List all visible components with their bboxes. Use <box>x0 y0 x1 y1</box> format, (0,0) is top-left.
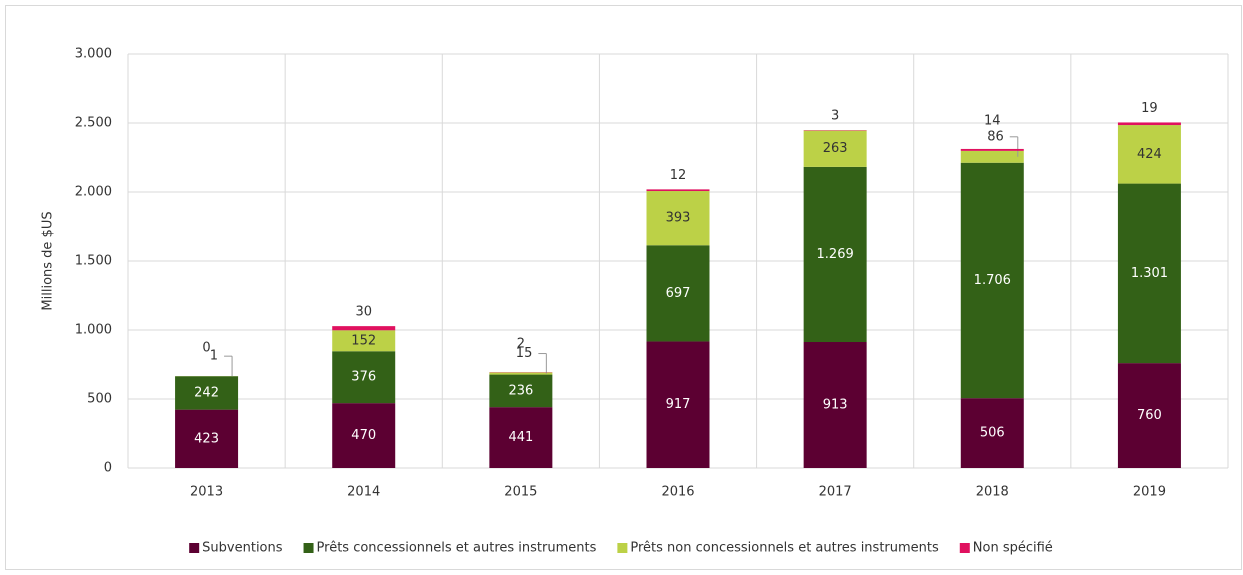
value-label: 1.301 <box>1131 266 1168 281</box>
value-label: 376 <box>351 370 376 385</box>
value-label: 1.706 <box>974 273 1011 288</box>
legend-swatch <box>617 543 627 553</box>
x-tick-label: 2014 <box>347 485 380 500</box>
legend-label: Non spécifié <box>973 541 1053 556</box>
y-tick-label: 2.000 <box>75 185 112 200</box>
value-label: 470 <box>351 428 376 443</box>
value-label: 2 <box>517 337 525 352</box>
x-tick-label: 2013 <box>190 485 223 500</box>
value-label: 242 <box>194 385 219 400</box>
x-tick-label: 2015 <box>504 485 537 500</box>
legend-label: Subventions <box>202 541 283 556</box>
x-tick-label: 2018 <box>976 485 1009 500</box>
value-label: 506 <box>980 426 1005 441</box>
bar-segment <box>961 149 1024 151</box>
bar-segment <box>332 326 395 330</box>
y-tick-label: 500 <box>87 392 112 407</box>
value-label: 1.269 <box>817 247 854 262</box>
x-tick-label: 2016 <box>661 485 694 500</box>
bar-segment <box>647 189 710 191</box>
bar-segment <box>489 373 552 375</box>
value-label: 697 <box>666 286 691 301</box>
value-label: 441 <box>508 430 533 445</box>
y-tick-label: 2.500 <box>75 116 112 131</box>
value-label: 913 <box>823 398 848 413</box>
value-label: 86 <box>987 129 1004 144</box>
y-tick-label: 0 <box>104 461 112 476</box>
bar-segment <box>961 151 1024 163</box>
bar-segment <box>1118 122 1181 125</box>
value-label: 423 <box>194 431 219 446</box>
value-label: 12 <box>670 168 687 183</box>
value-label: 19 <box>1141 101 1158 116</box>
y-axis-title: Millions de $US <box>41 211 56 310</box>
value-label: 424 <box>1137 147 1162 162</box>
legend-label: Prêts non concessionnels et autres instr… <box>630 541 939 556</box>
value-label: 3 <box>831 109 839 124</box>
legend-swatch <box>189 543 199 553</box>
y-tick-label: 1.000 <box>75 323 112 338</box>
y-tick-label: 1.500 <box>75 254 112 269</box>
value-label: 393 <box>666 211 691 226</box>
legend-label: Prêts concessionnels et autres instrumen… <box>317 541 597 556</box>
value-label: 1 <box>210 349 218 364</box>
y-tick-label: 3.000 <box>75 47 112 62</box>
value-label: 152 <box>351 333 376 348</box>
value-label: 0 <box>202 341 210 356</box>
value-label: 14 <box>984 113 1001 128</box>
value-label: 760 <box>1137 408 1162 423</box>
value-label: 30 <box>355 305 372 320</box>
value-label: 263 <box>823 141 848 156</box>
value-label: 917 <box>666 397 691 412</box>
legend-swatch <box>304 543 314 553</box>
x-tick-label: 2019 <box>1133 485 1166 500</box>
x-tick-label: 2017 <box>819 485 852 500</box>
legend-swatch <box>960 543 970 553</box>
value-label: 236 <box>508 383 533 398</box>
